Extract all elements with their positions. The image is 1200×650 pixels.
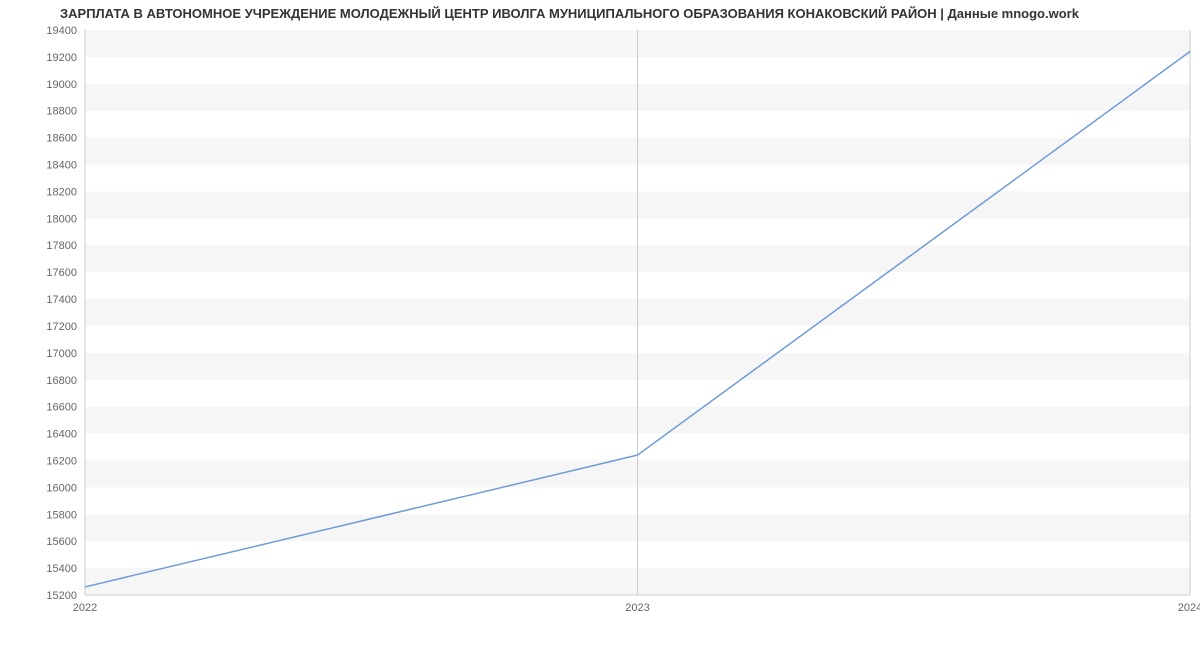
y-tick-label: 16000 xyxy=(46,482,77,494)
y-tick-label: 19200 xyxy=(46,52,77,64)
y-tick-label: 17000 xyxy=(46,348,77,360)
x-tick-label: 2022 xyxy=(73,602,97,614)
y-tick-label: 15800 xyxy=(46,509,77,521)
y-tick-label: 16600 xyxy=(46,402,77,414)
chart-title: ЗАРПЛАТА В АВТОНОМНОЕ УЧРЕЖДЕНИЕ МОЛОДЕЖ… xyxy=(60,6,1079,21)
y-tick-label: 17600 xyxy=(46,267,77,279)
y-tick-label: 15600 xyxy=(46,536,77,548)
salary-line-chart: ЗАРПЛАТА В АВТОНОМНОЕ УЧРЕЖДЕНИЕ МОЛОДЕЖ… xyxy=(0,0,1200,650)
y-tick-label: 17400 xyxy=(46,294,77,306)
y-tick-label: 18800 xyxy=(46,106,77,118)
y-tick-label: 15400 xyxy=(46,563,77,575)
y-tick-label: 19000 xyxy=(46,79,77,91)
y-tick-label: 15200 xyxy=(46,590,77,602)
grid: 15200 15400 15600 15800 16000 16200 16400 16600… xyxy=(46,25,1190,602)
y-tick-label: 18600 xyxy=(46,133,77,145)
y-tick-label: 17800 xyxy=(46,240,77,252)
y-tick-label: 18400 xyxy=(46,160,77,172)
chart-svg: 15200 15400 15600 15800 16000 16200 16400 16600… xyxy=(0,0,1200,650)
x-tick-label: 2023 xyxy=(625,602,649,614)
x-tick-label: 2024 xyxy=(1178,602,1200,614)
y-tick-label: 16400 xyxy=(46,429,77,441)
y-tick-label: 17200 xyxy=(46,321,77,333)
y-tick-label: 16800 xyxy=(46,375,77,387)
y-tick-label: 16200 xyxy=(46,455,77,467)
y-tick-label: 18000 xyxy=(46,213,77,225)
y-tick-label: 19400 xyxy=(46,25,77,37)
y-tick-label: 18200 xyxy=(46,186,77,198)
